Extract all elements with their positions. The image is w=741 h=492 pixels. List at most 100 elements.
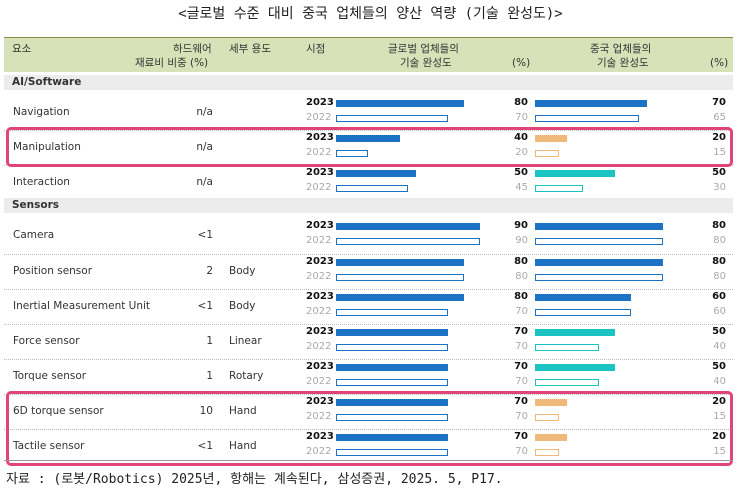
china-value: 20 [712, 431, 726, 442]
usage-value: Hand [229, 439, 257, 452]
header-component: 요소 [12, 43, 32, 55]
header-period: 시점 [306, 43, 326, 55]
period-label: 2023 [306, 167, 334, 178]
global-value: 70 [514, 431, 528, 442]
hw-cost-value: n/a [196, 105, 213, 118]
global-bar [336, 238, 480, 245]
hw-cost-value: 2 [206, 264, 213, 277]
global-bar [336, 434, 448, 441]
period-label: 2023 [306, 291, 334, 302]
header-top-rule [4, 37, 733, 38]
global-bar [336, 449, 448, 456]
global-bar [336, 329, 448, 336]
china-value: 50 [712, 361, 726, 372]
header-china-line2: 기술 완성도 [597, 57, 649, 69]
row-separator [4, 394, 733, 395]
header-hw-cost-line1: 하드웨어 [173, 43, 212, 55]
row-separator [4, 429, 733, 430]
row-label: Torque sensor [13, 369, 87, 382]
period-label: 2023 [306, 361, 334, 372]
header-global-line1: 글로벌 업체들의 [388, 43, 459, 55]
period-label: 2022 [306, 271, 332, 282]
china-value: 15 [713, 446, 726, 457]
usage-value: Body [229, 299, 256, 312]
global-value: 70 [515, 446, 528, 457]
global-bar [336, 294, 464, 301]
hw-cost-value: n/a [196, 175, 213, 188]
row-label: 6D torque sensor [13, 404, 104, 417]
row-label: Navigation [13, 105, 70, 118]
china-value: 80 [712, 256, 726, 267]
hw-cost-value: 1 [206, 369, 213, 382]
section-band [4, 75, 733, 90]
global-value: 70 [514, 326, 528, 337]
hw-cost-value: <1 [197, 228, 213, 241]
global-value: 70 [514, 396, 528, 407]
global-value: 70 [515, 376, 528, 387]
china-value: 20 [712, 132, 726, 143]
china-value: 15 [713, 147, 726, 158]
china-bar [535, 344, 599, 351]
source-note: 자료 : (로봇/Robotics) 2025년, 항해는 계속된다, 삼성증권… [6, 472, 503, 487]
global-bar [336, 344, 448, 351]
global-value: 70 [515, 306, 528, 317]
row-label: Inertial Measurement Unit [13, 299, 151, 312]
row-separator [4, 359, 733, 360]
period-label: 2023 [306, 220, 334, 231]
china-value: 80 [713, 235, 726, 246]
global-bar [336, 379, 448, 386]
global-bar [336, 309, 448, 316]
row-separator [4, 254, 733, 255]
china-bar [535, 150, 559, 157]
hw-cost-value: <1 [197, 299, 213, 312]
period-label: 2022 [306, 306, 332, 317]
china-value: 60 [712, 291, 726, 302]
period-label: 2023 [306, 431, 334, 442]
global-value: 90 [515, 235, 528, 246]
global-value: 40 [514, 132, 528, 143]
period-label: 2022 [306, 446, 332, 457]
global-bar [336, 274, 464, 281]
row-label: Camera [13, 228, 55, 241]
global-value: 70 [515, 411, 528, 422]
section-label: Sensors [12, 199, 60, 211]
global-bar [336, 364, 448, 371]
period-label: 2022 [306, 341, 332, 352]
china-value: 50 [712, 167, 726, 178]
global-bar [336, 259, 464, 266]
china-value: 50 [712, 326, 726, 337]
row-label: Force sensor [13, 334, 80, 347]
china-bar [535, 135, 567, 142]
china-bar [535, 259, 663, 266]
header-china-line1: 중국 업체들의 [590, 43, 652, 55]
china-bar [535, 449, 559, 456]
china-bar [535, 115, 639, 122]
global-value: 70 [514, 361, 528, 372]
china-bar [535, 434, 567, 441]
global-value: 80 [514, 291, 528, 302]
china-bar [535, 364, 615, 371]
china-bar [535, 399, 567, 406]
china-bar [535, 309, 631, 316]
period-label: 2022 [306, 182, 332, 193]
global-bar [336, 170, 416, 177]
china-value: 40 [713, 376, 726, 387]
china-value: 30 [713, 182, 726, 193]
period-label: 2022 [306, 411, 332, 422]
china-bar [535, 185, 583, 192]
global-bar [336, 135, 400, 142]
global-value: 90 [514, 220, 528, 231]
global-value: 70 [515, 112, 528, 123]
china-value: 40 [713, 341, 726, 352]
usage-value: Body [229, 264, 256, 277]
china-bar [535, 170, 615, 177]
section-label: AI/Software [12, 76, 82, 88]
highlight-box [6, 391, 733, 466]
china-bar [535, 294, 631, 301]
hw-cost-value: 10 [199, 404, 213, 417]
china-bar [535, 223, 663, 230]
china-value: 80 [712, 220, 726, 231]
period-label: 2022 [306, 112, 332, 123]
usage-value: Rotary [229, 369, 264, 382]
hw-cost-value: n/a [196, 140, 213, 153]
